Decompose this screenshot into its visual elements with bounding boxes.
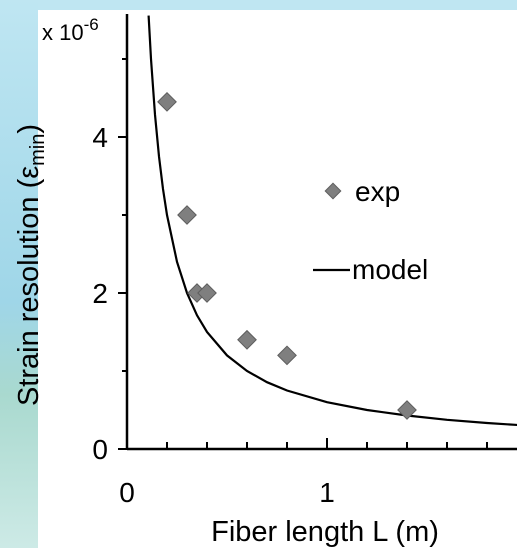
y-tick-label: 0 xyxy=(92,434,108,465)
legend-exp-marker xyxy=(324,182,342,200)
exp-point xyxy=(237,329,257,350)
legend-exp-label: exp xyxy=(355,176,400,207)
exp-point xyxy=(177,205,197,225)
y-multiplier-label: x 10-6 xyxy=(42,15,99,45)
y-tick-label: 2 xyxy=(92,278,108,309)
x-tick-label: 0 xyxy=(119,477,135,508)
exp-point xyxy=(157,92,177,112)
plot-background xyxy=(38,10,517,548)
exp-point xyxy=(187,283,207,303)
legend: exp model xyxy=(313,176,428,285)
model-curve-line xyxy=(147,15,517,427)
x-tick-label: 1 xyxy=(319,477,335,508)
exp-point xyxy=(277,345,297,366)
x-axis-title: Fiber length L (m) xyxy=(211,516,439,548)
y-axis-title: Strain resolution (εmin) xyxy=(13,124,49,406)
background-left-band xyxy=(0,0,38,548)
exp-point xyxy=(197,283,217,303)
exp-points xyxy=(157,92,417,420)
legend-model-label: model xyxy=(352,254,428,285)
y-tick-label: 4 xyxy=(92,122,108,153)
background-top-band xyxy=(0,0,517,10)
tick-labels: 024012 xyxy=(92,122,335,508)
exp-point xyxy=(397,400,417,420)
